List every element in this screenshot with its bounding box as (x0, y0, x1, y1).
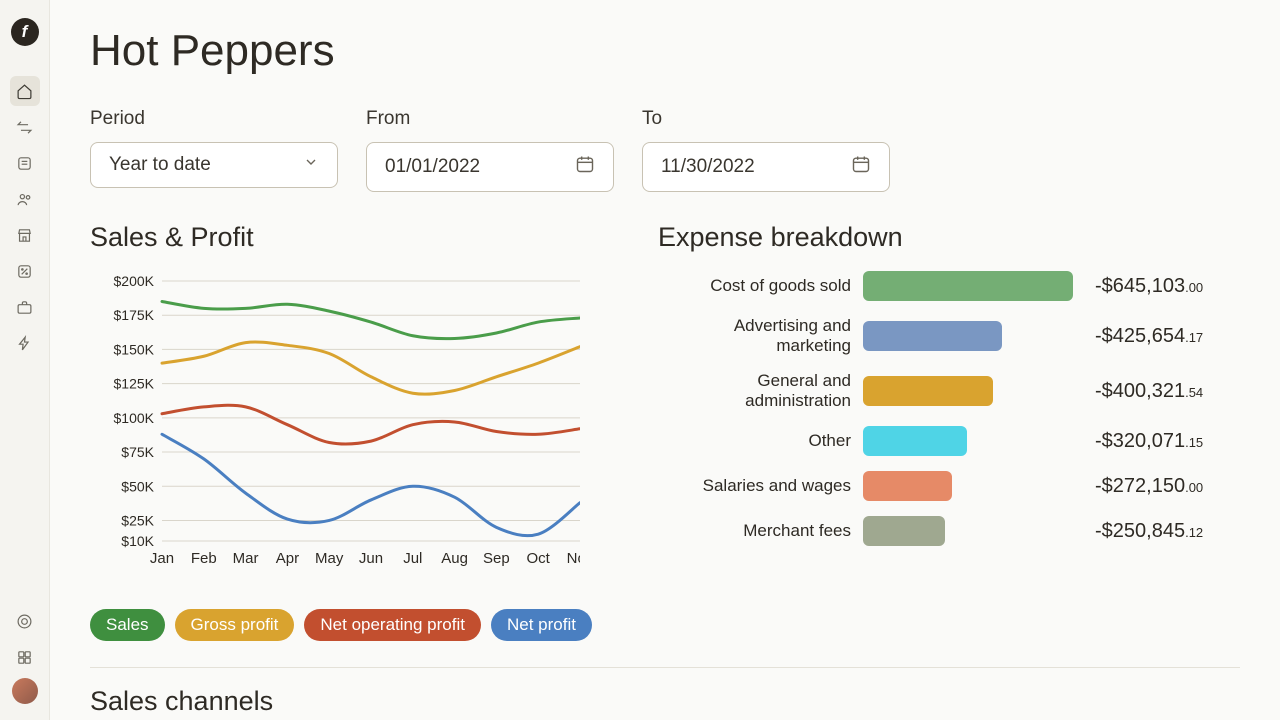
svg-text:$100K: $100K (114, 410, 155, 426)
from-value: 01/01/2022 (385, 156, 480, 178)
expense-bar (863, 376, 993, 406)
section-divider (90, 667, 1240, 668)
period-select[interactable]: Year to date (90, 142, 338, 188)
expense-breakdown-chart: Cost of goods sold -$645,103.00 Advertisin… (658, 271, 1240, 546)
sales-profit-title: Sales & Profit (90, 222, 610, 253)
expense-row: Advertising and marketing -$425,654.17 (658, 316, 1240, 356)
svg-text:$50K: $50K (121, 478, 154, 494)
expense-label: Advertising and marketing (658, 316, 863, 356)
svg-text:May: May (315, 550, 344, 567)
from-label: From (366, 108, 614, 130)
legend-net-operating-profit[interactable]: Net operating profit (304, 609, 481, 641)
expense-row: Cost of goods sold -$645,103.00 (658, 271, 1240, 301)
to-label: To (642, 108, 890, 130)
calendar-icon (851, 154, 871, 180)
expense-label: Other (658, 431, 863, 451)
expense-label: Salaries and wages (658, 476, 863, 496)
svg-text:$125K: $125K (114, 376, 155, 392)
period-label: Period (90, 108, 338, 130)
svg-text:Apr: Apr (276, 550, 299, 567)
avatar[interactable] (12, 678, 38, 704)
nav-briefcase-icon[interactable] (10, 292, 40, 322)
svg-text:Sep: Sep (483, 550, 510, 567)
expense-title: Expense breakdown (658, 222, 1240, 253)
expense-value: -$400,321.54 (1083, 380, 1203, 403)
expense-label: Cost of goods sold (658, 276, 863, 296)
svg-text:$150K: $150K (114, 341, 155, 357)
nav-people-icon[interactable] (10, 184, 40, 214)
sidebar: f (0, 0, 50, 720)
svg-text:$200K: $200K (114, 273, 155, 289)
svg-text:Nov: Nov (567, 550, 580, 567)
filter-bar: Period Year to date From 01/01/2022 To 1… (90, 108, 1240, 192)
sales-channels-title: Sales channels (90, 686, 1240, 717)
expense-value: -$425,654.17 (1083, 325, 1203, 348)
calendar-icon (575, 154, 595, 180)
expense-bar (863, 321, 1002, 351)
svg-text:Jul: Jul (403, 550, 422, 567)
from-date-input[interactable]: 01/01/2022 (366, 142, 614, 192)
expense-bar (863, 271, 1073, 301)
legend-sales[interactable]: Sales (90, 609, 165, 641)
sales-profit-chart: $200K $175K $150K $125K $100K $75K $50K $25K $10… (90, 271, 610, 591)
expense-row: Salaries and wages -$272,150.00 (658, 471, 1240, 501)
legend-net-profit[interactable]: Net profit (491, 609, 592, 641)
svg-text:Mar: Mar (233, 550, 259, 567)
nav-transfer-icon[interactable] (10, 112, 40, 142)
expense-row: General and administration -$400,321.54 (658, 371, 1240, 411)
expense-row: Other -$320,071.15 (658, 426, 1240, 456)
period-value: Year to date (109, 154, 211, 176)
svg-text:$175K: $175K (114, 307, 155, 323)
chart-legend: Sales Gross profit Net operating profit Net… (90, 609, 610, 641)
expense-value: -$272,150.00 (1083, 475, 1203, 498)
to-value: 11/30/2022 (661, 156, 755, 178)
svg-text:$25K: $25K (121, 512, 154, 528)
page-title: Hot Peppers (90, 26, 1240, 76)
main-content: Hot Peppers Period Year to date From 01/… (50, 0, 1280, 720)
svg-text:Jan: Jan (150, 550, 174, 567)
nav-apps-icon[interactable] (10, 642, 40, 672)
svg-text:$75K: $75K (121, 444, 154, 460)
nav-store-icon[interactable] (10, 220, 40, 250)
svg-text:Oct: Oct (527, 550, 551, 567)
expense-bar (863, 426, 967, 456)
expense-bar (863, 516, 945, 546)
expense-label: Merchant fees (658, 521, 863, 541)
expense-value: -$320,071.15 (1083, 430, 1203, 453)
expense-value: -$645,103.00 (1083, 275, 1203, 298)
expense-bar (863, 471, 952, 501)
nav-home-icon[interactable] (10, 76, 40, 106)
svg-text:Aug: Aug (441, 550, 468, 567)
chevron-down-icon (303, 154, 319, 176)
expense-row: Merchant fees -$250,845.12 (658, 516, 1240, 546)
nav-percent-icon[interactable] (10, 256, 40, 286)
nav-list-icon[interactable] (10, 148, 40, 178)
to-date-input[interactable]: 11/30/2022 (642, 142, 890, 192)
expense-value: -$250,845.12 (1083, 520, 1203, 543)
app-logo: f (11, 18, 39, 46)
nav-bolt-icon[interactable] (10, 328, 40, 358)
svg-text:$10K: $10K (121, 533, 154, 549)
svg-text:Feb: Feb (191, 550, 217, 567)
expense-label: General and administration (658, 371, 863, 411)
legend-gross-profit[interactable]: Gross profit (175, 609, 295, 641)
nav-help-icon[interactable] (10, 606, 40, 636)
svg-text:Jun: Jun (359, 550, 383, 567)
